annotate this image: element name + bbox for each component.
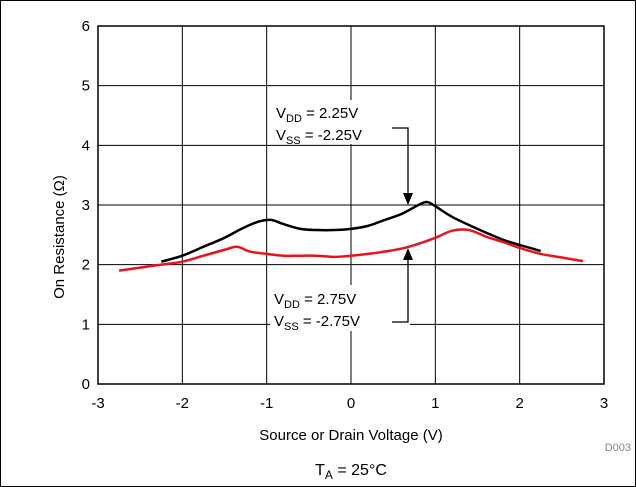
y-tick-labels: 0 1 2 3 4 5 6 (82, 18, 90, 393)
plot-border (97, 25, 605, 385)
x-tick-label: 0 (347, 395, 355, 412)
y-tick-label: 1 (82, 316, 90, 333)
x-tick-label: 2 (515, 395, 523, 412)
y-tick-label: 4 (82, 137, 90, 154)
x-tick-label: 3 (600, 395, 608, 412)
y-tick-label: 0 (82, 376, 90, 393)
figure-code: D003 (605, 442, 631, 454)
x-axis-label: Source or Drain Voltage (V) (259, 427, 442, 444)
y-tick-label: 2 (82, 257, 90, 274)
y-tick-label: 3 (82, 197, 90, 214)
x-tick-label: 1 (431, 395, 439, 412)
annotation-line-1: VDD = 2.25V (276, 105, 358, 125)
annotation-line-1: VDD = 2.75V (274, 291, 356, 311)
x-tick-label: -3 (91, 395, 104, 412)
annotation-vdd-2-25: VDD = 2.25V VSS = -2.25V (272, 100, 413, 205)
series-line-vdd-2-75 (118, 228, 584, 272)
x-tick-label: -1 (260, 395, 273, 412)
y-axis-label: On Resistance (Ω) (51, 175, 68, 299)
y-tick-label: 5 (82, 78, 90, 95)
temperature-condition: TA = 25°C (315, 462, 387, 482)
annotation-line-2: VSS = -2.75V (274, 313, 360, 333)
series-group (118, 200, 584, 272)
series-line-vdd-2-25 (160, 200, 542, 263)
y-tick-label: 6 (82, 18, 90, 35)
annotation-line-2: VSS = -2.25V (276, 127, 362, 147)
x-tick-labels: -3 -2 -1 0 1 2 3 (91, 395, 608, 412)
annotation-vdd-2-75: VDD = 2.75V VSS = -2.75V (270, 248, 413, 333)
x-tick-label: -2 (176, 395, 189, 412)
